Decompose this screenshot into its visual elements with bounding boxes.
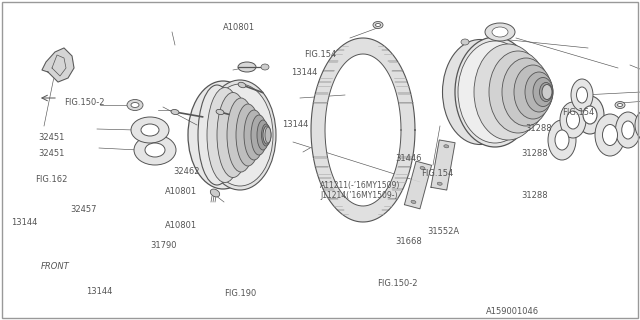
Ellipse shape — [555, 130, 569, 150]
Ellipse shape — [502, 58, 550, 126]
Ellipse shape — [127, 100, 143, 110]
Polygon shape — [431, 140, 455, 190]
Ellipse shape — [141, 124, 159, 136]
Ellipse shape — [571, 79, 593, 111]
Text: 31288: 31288 — [522, 191, 548, 200]
Text: FIG.154: FIG.154 — [562, 108, 594, 117]
Ellipse shape — [442, 39, 518, 145]
Ellipse shape — [461, 39, 469, 45]
Ellipse shape — [583, 106, 597, 124]
Ellipse shape — [131, 102, 139, 108]
Ellipse shape — [437, 182, 442, 185]
Text: FIG.154: FIG.154 — [304, 50, 336, 59]
Ellipse shape — [577, 87, 588, 103]
Ellipse shape — [560, 102, 586, 138]
Ellipse shape — [207, 87, 243, 182]
Ellipse shape — [474, 44, 542, 140]
Text: FRONT: FRONT — [40, 262, 69, 271]
Ellipse shape — [205, 94, 235, 176]
Ellipse shape — [145, 143, 165, 157]
Text: FIG.150-2: FIG.150-2 — [378, 279, 418, 288]
Ellipse shape — [540, 83, 552, 101]
Ellipse shape — [514, 65, 552, 119]
Ellipse shape — [244, 110, 264, 160]
Text: 31288: 31288 — [522, 149, 548, 158]
Text: 13144: 13144 — [282, 120, 308, 129]
Text: 31668: 31668 — [396, 237, 422, 246]
Ellipse shape — [198, 85, 236, 185]
Text: 31790: 31790 — [150, 241, 177, 250]
Text: FIG.190: FIG.190 — [224, 289, 256, 298]
Ellipse shape — [444, 145, 449, 148]
Ellipse shape — [251, 115, 267, 155]
Ellipse shape — [263, 126, 271, 144]
Ellipse shape — [458, 41, 532, 143]
Ellipse shape — [376, 23, 381, 27]
Ellipse shape — [525, 72, 553, 112]
Ellipse shape — [171, 109, 179, 115]
Text: 32462: 32462 — [173, 167, 199, 176]
Text: 31552A: 31552A — [428, 227, 460, 236]
Ellipse shape — [262, 124, 271, 146]
Ellipse shape — [236, 104, 260, 166]
Ellipse shape — [489, 51, 547, 133]
Ellipse shape — [257, 120, 269, 150]
Ellipse shape — [576, 96, 604, 134]
Polygon shape — [42, 48, 74, 82]
Ellipse shape — [238, 82, 246, 88]
Ellipse shape — [420, 166, 425, 170]
Ellipse shape — [602, 124, 618, 146]
Ellipse shape — [216, 109, 224, 115]
Ellipse shape — [492, 27, 508, 37]
Ellipse shape — [373, 21, 383, 28]
Text: FIG.154: FIG.154 — [421, 169, 453, 178]
Text: 32451: 32451 — [38, 149, 65, 158]
Ellipse shape — [261, 64, 269, 70]
Ellipse shape — [566, 111, 579, 129]
Text: 31288: 31288 — [525, 124, 552, 132]
Ellipse shape — [211, 189, 220, 197]
Text: 31446: 31446 — [396, 154, 422, 163]
Polygon shape — [404, 161, 431, 209]
PathPatch shape — [311, 38, 415, 222]
Text: J11214(’16MY1509-): J11214(’16MY1509-) — [320, 191, 397, 200]
Text: 32457: 32457 — [70, 205, 97, 214]
Text: 13144: 13144 — [12, 218, 38, 227]
Text: A10801: A10801 — [165, 188, 197, 196]
Ellipse shape — [616, 112, 640, 148]
Ellipse shape — [238, 62, 256, 72]
Ellipse shape — [635, 110, 640, 140]
Ellipse shape — [204, 80, 276, 190]
Ellipse shape — [131, 117, 169, 143]
Ellipse shape — [615, 101, 625, 108]
Ellipse shape — [265, 127, 271, 143]
Text: A11211(-’16MY1509): A11211(-’16MY1509) — [320, 181, 401, 190]
Ellipse shape — [188, 81, 258, 189]
Text: A10801: A10801 — [223, 23, 255, 32]
Ellipse shape — [533, 77, 553, 107]
Ellipse shape — [548, 120, 576, 160]
Ellipse shape — [134, 135, 176, 165]
Ellipse shape — [207, 84, 273, 186]
Ellipse shape — [455, 37, 535, 147]
Ellipse shape — [485, 23, 515, 41]
Text: 13144: 13144 — [86, 287, 113, 296]
Text: A10801: A10801 — [165, 221, 197, 230]
Text: FIG.162: FIG.162 — [35, 175, 68, 184]
Ellipse shape — [227, 98, 255, 172]
Ellipse shape — [542, 84, 552, 100]
Ellipse shape — [411, 200, 416, 204]
Ellipse shape — [618, 103, 623, 107]
Text: FIG.150-2: FIG.150-2 — [64, 98, 104, 107]
Ellipse shape — [621, 121, 634, 139]
Text: 13144: 13144 — [291, 68, 317, 76]
Ellipse shape — [595, 114, 625, 156]
Text: A159001046: A159001046 — [486, 308, 540, 316]
Ellipse shape — [217, 92, 249, 178]
Text: 32451: 32451 — [38, 133, 65, 142]
